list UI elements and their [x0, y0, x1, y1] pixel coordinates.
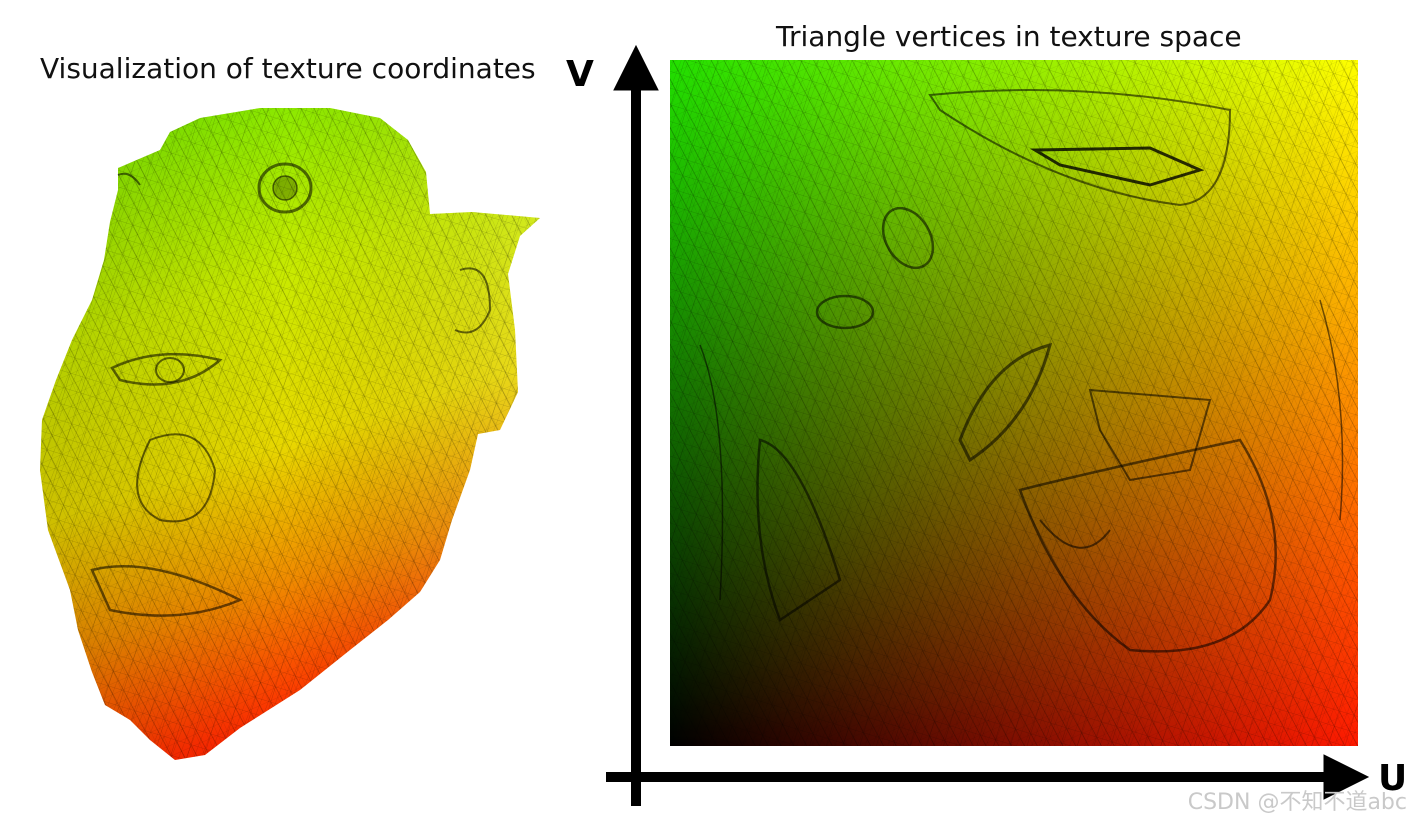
- v-axis-arrowhead: [613, 44, 659, 91]
- watermark: CSDN @不知不道abc: [1187, 790, 1407, 815]
- head-mesh: [40, 108, 540, 760]
- uv-islands: [699, 89, 1344, 653]
- u-axis-label: U: [1378, 758, 1408, 799]
- left-panel-title: Visualization of texture coordinates: [40, 52, 536, 85]
- u-axis-arrowhead: [1323, 754, 1370, 800]
- v-axis-label: V: [566, 54, 594, 95]
- uv-texture-square: [670, 60, 1358, 746]
- axes: [606, 44, 1370, 806]
- right-panel-title: Triangle vertices in texture space: [776, 20, 1242, 53]
